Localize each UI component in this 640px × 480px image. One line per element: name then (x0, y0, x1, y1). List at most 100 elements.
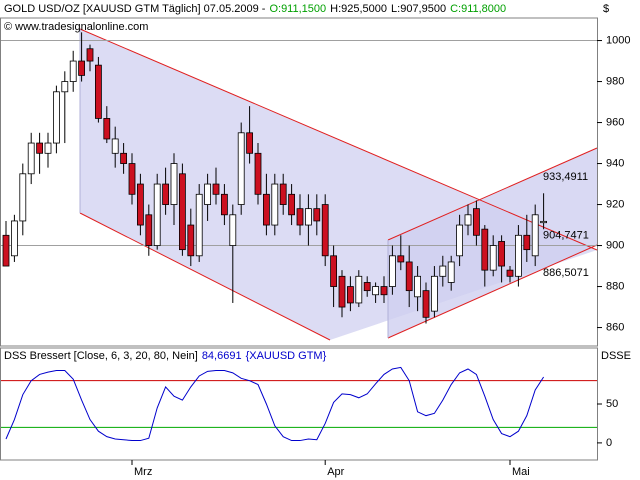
candle-body (95, 64, 102, 119)
candle-body (2, 234, 10, 267)
annotation: 904,7471 (543, 230, 589, 242)
candle-body (120, 152, 127, 164)
candle-body (388, 255, 396, 287)
candle-body (397, 255, 405, 263)
candle-body (498, 241, 506, 267)
indicator-line (5, 366, 545, 442)
candle-body (19, 173, 27, 222)
candle-body (447, 261, 455, 283)
candle-body (162, 183, 170, 205)
candle-body (254, 152, 262, 195)
candle-body (346, 286, 354, 304)
y-tick-label: 980 (606, 75, 624, 87)
candle-body (515, 234, 522, 277)
candle-body (170, 163, 178, 205)
ohlc-value: H:925,5000 (330, 3, 387, 15)
ohlc-value: O:911,1500 (269, 3, 326, 15)
trend-line (387, 244, 598, 339)
candle-body (229, 214, 237, 246)
annotation: 933,4911 (543, 171, 588, 183)
ohlc-value: C:911,8000 (450, 3, 506, 15)
y-tick-label: 880 (606, 280, 624, 292)
candle-body (86, 48, 94, 62)
candle-body (372, 286, 380, 296)
currency-label: $ (603, 3, 609, 15)
y-tick-label: 50 (606, 398, 618, 410)
y-tick-label: 960 (606, 116, 624, 128)
candle-body (44, 142, 52, 154)
x-tick-label: Apr (327, 466, 344, 478)
candle-body (439, 265, 447, 277)
candle-body (153, 183, 161, 246)
candle-body (472, 208, 480, 236)
candle-body (380, 286, 388, 296)
candle-body (69, 60, 77, 82)
candle-body (10, 220, 18, 257)
annotation: 886,5071 (543, 267, 589, 279)
candle-body (313, 208, 321, 222)
candle-body (246, 132, 254, 154)
candle-body (128, 163, 136, 195)
candle-body (195, 193, 203, 257)
indicator-value: 84,6691 (202, 350, 242, 362)
x-tick-label: Mrz (134, 466, 152, 478)
candle-body (363, 282, 371, 292)
candle-body (262, 193, 270, 226)
candle-body (414, 275, 422, 298)
indicator-axis-label: DSSE (601, 350, 631, 362)
candle-body (204, 183, 212, 205)
candle-body (212, 183, 220, 195)
trend-line (387, 147, 598, 241)
y-tick-label: 860 (606, 321, 624, 333)
candle-body (355, 275, 363, 304)
y-tick-label: 1000 (606, 34, 630, 46)
candle-body (279, 183, 287, 205)
source: © www.tradesignalonline.com (4, 21, 148, 33)
candle-body (178, 173, 186, 251)
candle-body (103, 118, 111, 140)
indicator-title: DSS Bressert [Close, 6, 3, 20, 80, Nein] (4, 350, 198, 362)
candle-body (220, 193, 228, 216)
indicator-instrument: {XAUUSD GTM} (246, 350, 327, 362)
indicator-header: DSS Bressert [Close, 6, 3, 20, 80, Nein]… (4, 350, 327, 362)
y-tick-label: 900 (606, 239, 624, 251)
candle-body (237, 132, 245, 205)
ohlc-value: L:907,9500 (391, 3, 446, 15)
chart-header: GOLD USD/OZ [XAUUSD GTM Täglich] 07.05.2… (4, 3, 506, 15)
x-tick-label: Mai (512, 466, 530, 478)
y-tick-label: 920 (606, 198, 624, 210)
trend-line (79, 212, 331, 341)
y-tick-label: 940 (606, 157, 624, 169)
candle-body (540, 220, 547, 224)
title: GOLD USD/OZ [XAUUSD GTM Täglich] 07.05.2… (4, 3, 266, 15)
price-panel (1, 32, 597, 324)
panel-border (0, 17, 598, 347)
candle-body (78, 60, 85, 76)
candle-body (338, 275, 346, 308)
channel-fill (388, 148, 597, 338)
candle-body (523, 234, 531, 251)
trend-line (79, 28, 598, 251)
candle-body (136, 183, 144, 226)
candle-body (304, 208, 312, 226)
candle-body (53, 91, 60, 144)
candle-body (531, 214, 539, 257)
candle-body (506, 269, 514, 277)
candle-body (288, 193, 296, 216)
candle-body (187, 224, 195, 257)
candle-body (481, 228, 489, 271)
y-tick-label: 0 (606, 437, 612, 449)
candle-body (464, 214, 472, 226)
candle-body (27, 142, 35, 175)
candle-body (405, 261, 413, 292)
candle-body (456, 224, 464, 257)
candle-body (422, 290, 430, 318)
candle-body (430, 275, 438, 312)
candle-body (330, 255, 338, 287)
candle-body (296, 208, 304, 226)
candle-body (321, 204, 329, 257)
candle-body (61, 81, 69, 93)
candle-body (271, 183, 279, 226)
candle-body (36, 142, 43, 154)
